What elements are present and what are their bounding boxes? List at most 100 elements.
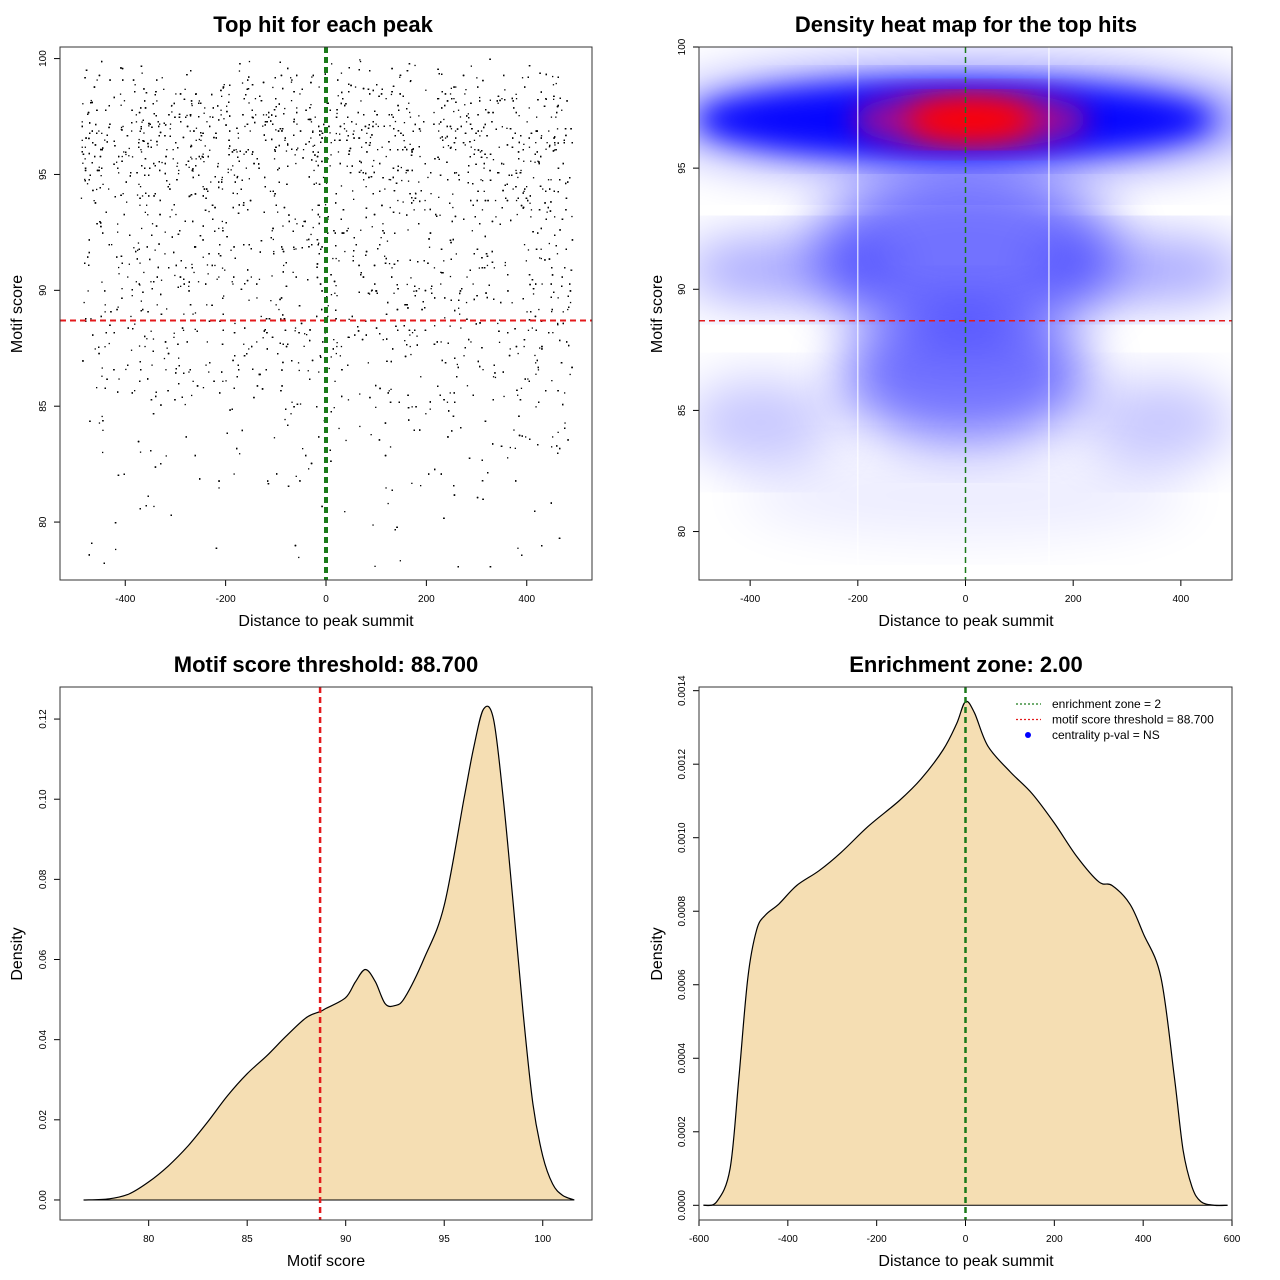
scatter-point [173,336,175,338]
scatter-point [514,447,516,449]
scatter-point [203,188,206,190]
scatter-point [456,128,459,130]
scatter-point [498,172,500,174]
scatter-point [442,146,445,148]
scatter-point [449,392,451,394]
scatter-point [458,299,460,301]
scatter-point [299,403,302,405]
scatter-point [536,359,538,362]
scatter-point [243,202,245,204]
scatter-point [84,178,86,181]
scatter-point [192,313,194,315]
scatter-point [402,149,404,151]
scatter-point [390,388,392,390]
scatter-point [203,161,205,163]
scatter-point [177,343,179,345]
scatter-point [102,429,104,431]
scatter-point [244,125,246,128]
scatter-point [283,264,285,267]
scatter-point [310,233,312,236]
scatter-point [550,201,552,203]
scatter-point [512,188,514,190]
scatter-point [338,260,340,262]
scatter-point [522,149,524,151]
scatter-point [523,339,526,341]
scatter-point [87,290,89,292]
scatter-point [188,371,190,373]
scatter-point [82,153,85,155]
scatter-point [465,301,468,304]
scatter-point [322,176,325,179]
scatter-point [133,247,135,249]
scatter-point [360,229,362,231]
scatter-point [105,332,107,334]
scatter-point [117,231,119,233]
scatter-point [229,84,231,86]
scatter-point [456,363,458,366]
scatter-point [237,175,239,178]
scatter-point [118,273,120,275]
scatter-point [495,216,497,218]
scatter-point [499,223,501,225]
scatter-point [444,137,447,139]
scatter-point [455,137,457,139]
scatter-point [248,102,250,104]
scatter-point [264,124,266,126]
scatter-point [399,76,401,78]
scatter-point [282,225,284,227]
scatter-point [227,168,229,170]
scatter-point [198,138,200,141]
scatter-point [189,115,192,117]
scatter-point [119,93,122,95]
scatter-point [542,188,544,190]
scatter-point [449,93,452,95]
scatter-point [209,116,211,118]
scatter-point [284,107,286,110]
scatter-point [387,502,389,505]
scatter-point [243,343,245,345]
scatter-point [134,323,136,325]
scatter-point [551,274,554,276]
scatter-point [515,98,518,100]
scatter-point [488,111,490,114]
scatter-point [188,195,190,198]
scatter-point [183,313,185,315]
scatter-point [415,290,418,292]
scatter-point [385,487,387,489]
scatter-point [460,327,462,329]
scatter-point [535,362,537,364]
scatter-point [491,121,493,123]
scatter-point [318,436,320,438]
scatter-point [248,348,250,350]
scatter-point [428,246,431,248]
scatter-point [304,333,306,335]
scatter-point [440,283,442,285]
scatter-point [273,109,276,111]
scatter-point [272,86,274,89]
scatter-point [310,121,313,123]
scatter-point [208,253,210,255]
scatter-point [191,169,193,172]
scatter-point [237,137,240,139]
scatter-point [384,422,387,424]
scatter-point [331,63,333,65]
scatter-point [149,258,151,261]
scatter-point [503,163,505,165]
scatter-point [411,149,413,151]
scatter-point [156,304,158,306]
scatter-point [248,299,250,301]
scatter-point [523,160,525,162]
scatter-point [88,179,90,181]
scatter-point [535,142,537,144]
scatter-point [497,102,499,104]
scatter-point [140,149,142,151]
scatter-point [521,77,524,79]
scatter-point [405,172,407,174]
scatter-point [454,130,457,132]
scatter-point [459,290,462,292]
scatter-point [450,128,453,130]
scatter-point [310,104,312,106]
scatter-point [184,88,186,90]
scatter-point [529,202,531,204]
scatter-point [354,86,357,88]
